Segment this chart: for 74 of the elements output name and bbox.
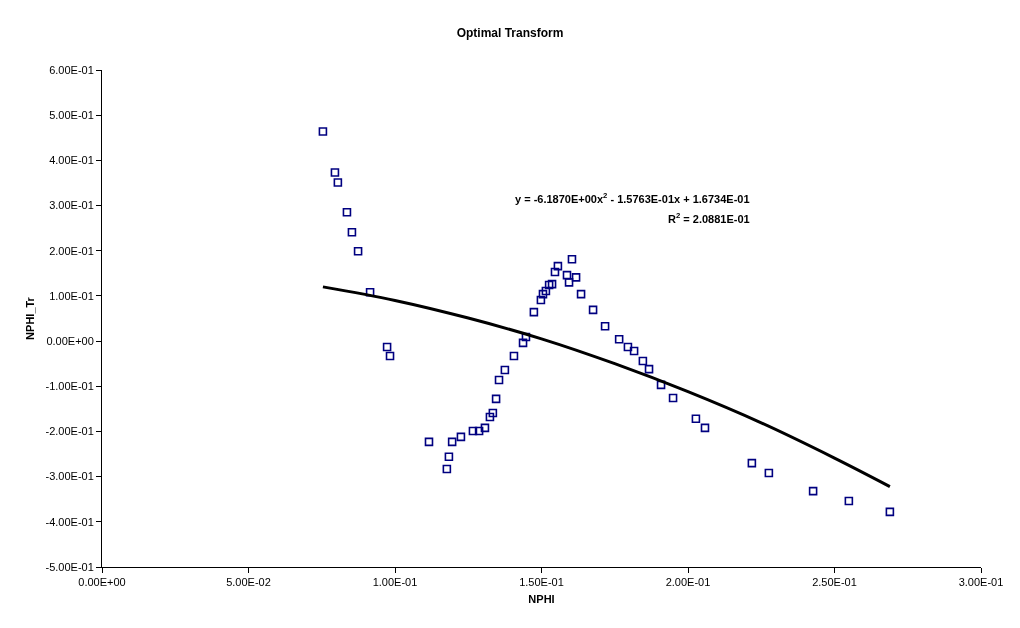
point [500,365,510,375]
y-tick-label: -1.00E-01 [45,380,94,393]
point [480,423,490,433]
point [494,375,504,385]
point [382,342,392,352]
point [518,338,528,348]
point [536,295,546,305]
x-axis-title: NPHI [528,593,555,606]
point [529,307,539,317]
point [600,321,610,331]
point [385,351,395,361]
point [347,227,357,237]
y-tick-label: 6.00E-01 [49,63,94,76]
point [550,267,560,277]
point [644,364,654,374]
point [424,437,434,447]
y-tick-label: 3.00E-01 [49,199,94,212]
x-tick-label: 2.00E-01 [665,576,711,589]
y-tick-label: 2.00E-01 [49,244,94,257]
point [668,393,678,403]
point [567,255,577,264]
x-tick-label: 3.00E-01 [958,576,1004,589]
point [521,332,531,342]
point [456,432,466,442]
point [333,178,343,187]
point [576,289,586,299]
y-tick-label: 5.00E-01 [49,109,94,122]
x-tick-label: 5.00E-02 [226,576,271,589]
x-tick-label: 0.00E+00 [78,576,126,589]
point [318,127,328,136]
y-tick-label: 0.00E+00 [46,334,94,347]
point [564,278,574,287]
line-series [321,285,892,489]
point [474,426,484,436]
point [747,458,757,468]
y-tick-label: -3.00E-01 [45,470,94,483]
point [638,356,648,366]
y-tick-label: -4.00E-01 [45,515,94,528]
point [764,468,774,478]
point [614,334,624,344]
point [588,305,598,315]
point [571,273,581,282]
x-tick-label: 1.00E-01 [372,576,418,589]
annotation: R$^{2}$ = 2.0881E-01 [668,211,750,225]
point [330,168,340,177]
point [353,246,363,256]
point [691,414,701,424]
y-tick-label: 1.00E-01 [49,289,94,302]
point [700,423,710,433]
point [885,507,895,517]
point [447,437,457,447]
point [342,208,352,217]
point [491,394,501,404]
point [442,464,452,474]
point [623,342,633,352]
y-tick-label: -5.00E-01 [45,560,94,573]
point [444,452,454,462]
point [509,351,519,361]
point [485,412,495,422]
point [488,408,498,418]
y-axis-title: NPHI_Tr [24,296,37,340]
point [629,346,639,356]
x-tick-label: 2.50E-01 [812,576,857,589]
point [365,287,375,297]
point [844,496,854,506]
point [562,270,572,280]
point [468,426,478,436]
y-tick-label: 4.00E-01 [49,154,94,167]
y-tick-label: -2.00E-01 [45,425,94,438]
point [808,486,818,496]
annotation: y = -6.1870E+00x$^{2}$ - 1.5763E-01x + 1.6734E-01 [515,191,750,205]
x-tick-label: 1.50E-01 [519,576,564,589]
chart-title: Optimal Transform [456,25,564,40]
point [553,261,563,271]
